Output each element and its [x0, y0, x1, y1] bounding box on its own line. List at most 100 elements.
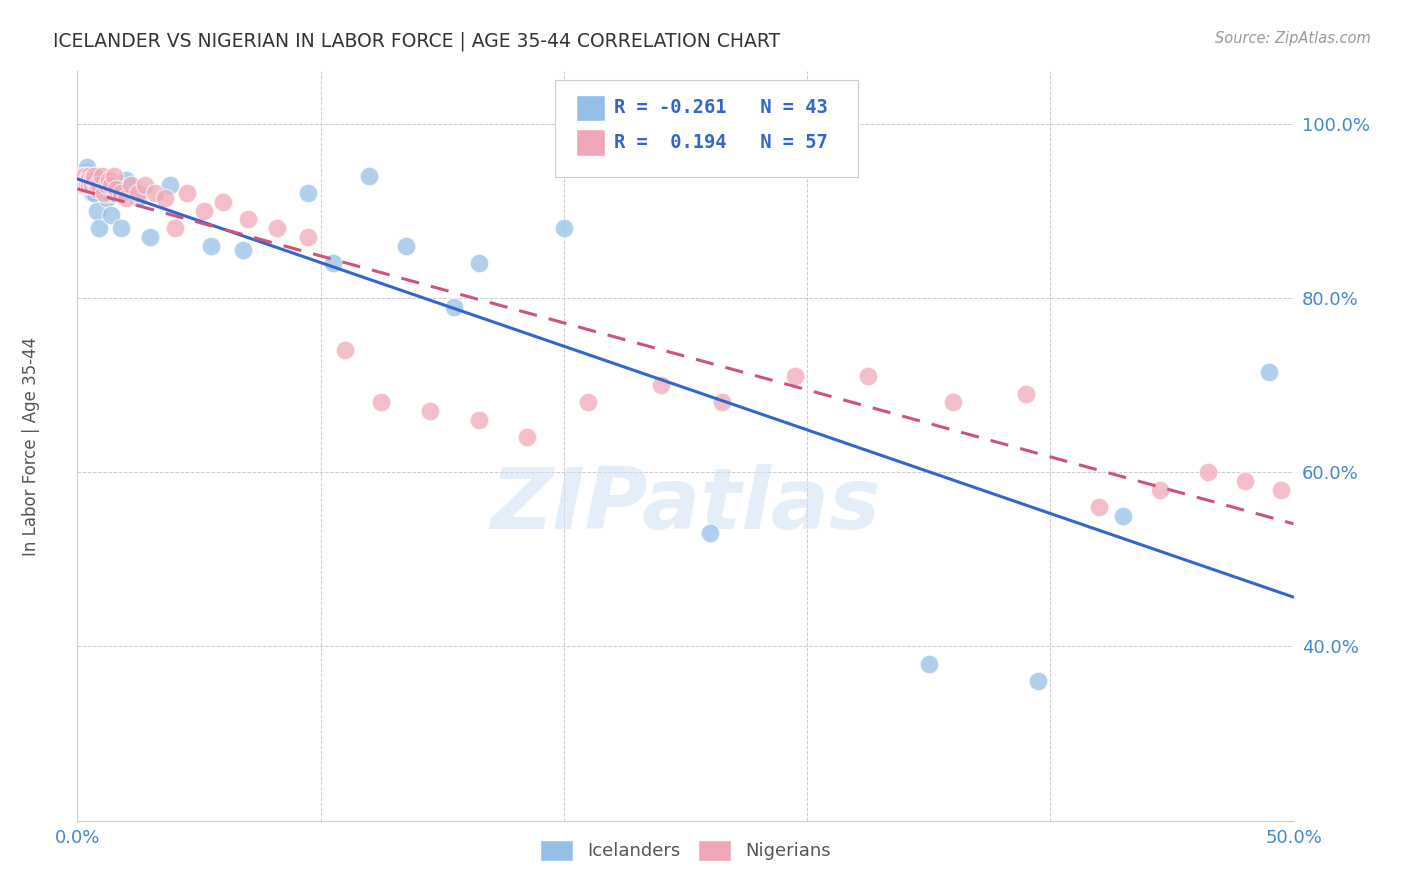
Point: [73, 169, 96, 183]
Point: [70, 169, 93, 183]
Point: [93, 186, 115, 201]
Point: [86, 203, 108, 218]
Point: [153, 191, 176, 205]
Point: [942, 395, 965, 409]
Point: [395, 238, 418, 252]
Point: [1258, 365, 1281, 379]
Point: [76, 169, 98, 183]
Point: [79, 182, 101, 196]
Point: [322, 256, 344, 270]
Point: [110, 186, 132, 201]
Point: [650, 378, 672, 392]
Point: [127, 186, 149, 201]
Point: [79, 173, 101, 187]
Text: Source: ZipAtlas.com: Source: ZipAtlas.com: [1215, 31, 1371, 46]
Point: [86, 178, 108, 192]
Text: In Labor Force | Age 35-44: In Labor Force | Age 35-44: [22, 336, 39, 556]
Point: [918, 657, 941, 671]
Point: [73, 178, 96, 192]
Point: [134, 178, 156, 192]
Point: [1112, 508, 1135, 523]
Point: [96, 191, 118, 205]
Point: [443, 300, 465, 314]
Point: [73, 173, 96, 187]
Point: [80, 186, 103, 201]
Point: [266, 221, 288, 235]
Point: [83, 169, 105, 183]
Point: [359, 169, 381, 183]
Point: [1233, 474, 1256, 488]
Point: [1026, 674, 1049, 689]
Point: [232, 243, 254, 257]
Point: [120, 178, 142, 192]
Point: [1295, 483, 1317, 497]
Point: [103, 186, 125, 201]
Point: [76, 173, 98, 187]
Point: [70, 173, 93, 187]
Point: [212, 195, 235, 210]
Point: [236, 212, 259, 227]
Point: [80, 173, 103, 187]
Point: [783, 369, 806, 384]
Point: [96, 178, 118, 192]
Point: [193, 203, 215, 218]
Point: [90, 169, 112, 183]
Point: [159, 178, 181, 192]
Point: [89, 178, 111, 192]
Point: [83, 173, 105, 187]
Point: [80, 173, 103, 187]
Point: [1088, 500, 1111, 514]
Point: [1015, 386, 1038, 401]
Point: [79, 173, 101, 187]
Point: [467, 413, 489, 427]
Point: [83, 169, 105, 183]
Point: [1306, 487, 1329, 501]
Point: [103, 169, 125, 183]
Point: [73, 173, 96, 187]
Point: [1149, 483, 1171, 497]
Point: [100, 208, 122, 222]
Text: R =  0.194   N = 57: R = 0.194 N = 57: [614, 133, 828, 153]
Point: [200, 238, 222, 252]
Point: [1270, 483, 1292, 497]
Point: [79, 169, 101, 183]
Point: [97, 186, 120, 201]
Point: [93, 182, 115, 196]
Point: [73, 178, 96, 192]
Point: [97, 173, 120, 187]
Point: [100, 178, 122, 192]
Point: [297, 186, 319, 201]
Point: [139, 230, 162, 244]
Point: [80, 178, 103, 192]
Point: [699, 526, 721, 541]
Point: [73, 169, 96, 183]
Point: [79, 178, 101, 192]
Point: [297, 230, 319, 244]
Point: [576, 395, 599, 409]
Point: [176, 186, 198, 201]
Point: [370, 395, 392, 409]
Text: R = -0.261   N = 43: R = -0.261 N = 43: [614, 98, 828, 118]
Point: [115, 191, 138, 205]
Point: [70, 178, 93, 192]
Point: [127, 191, 149, 205]
Point: [70, 169, 93, 183]
Point: [553, 221, 575, 235]
Point: [110, 221, 132, 235]
Point: [710, 395, 733, 409]
Point: [1197, 465, 1219, 479]
Point: [856, 369, 879, 384]
Point: [89, 221, 111, 235]
Point: [86, 182, 108, 196]
Point: [86, 178, 108, 192]
Legend: Icelanders, Nigerians: Icelanders, Nigerians: [533, 832, 838, 868]
Point: [90, 178, 112, 192]
Point: [333, 343, 356, 358]
Point: [115, 173, 138, 187]
Point: [76, 164, 98, 178]
Point: [467, 256, 489, 270]
Point: [143, 186, 166, 201]
Point: [105, 182, 128, 196]
Text: ZIPatlas: ZIPatlas: [491, 465, 880, 548]
Point: [79, 178, 101, 192]
